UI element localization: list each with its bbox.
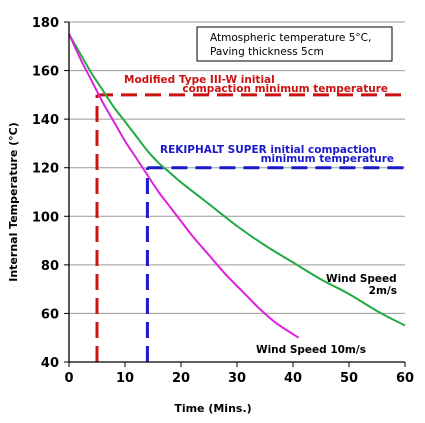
blue-ref-label-line-2: minimum temperature: [261, 153, 394, 165]
y-tick-label: 100: [32, 210, 59, 225]
x-tick-label: 50: [340, 371, 358, 386]
magenta-series-label: Wind Speed 10m/s: [256, 344, 366, 356]
y-tick-label: 140: [32, 113, 59, 128]
x-tick-label: 20: [172, 371, 190, 386]
reference-lines: [95, 93, 405, 362]
green-series-label-line-2: 2m/s: [369, 285, 397, 297]
conditions-line-1: Atmospheric temperature 5°C,: [210, 32, 371, 44]
tick-labels: 40 60 80 100 120 140 160 180 0 10 20 30 40 50 60: [32, 16, 414, 386]
grid-lines: [69, 21, 405, 314]
y-axis-label: Internal Temperature (°C): [7, 122, 20, 282]
y-tick-label: 120: [32, 162, 59, 177]
conditions-line-2: Paving thickness 5cm: [210, 46, 324, 58]
y-tick-label: 60: [41, 307, 59, 322]
x-tick-label: 60: [396, 371, 414, 386]
red-ref-label-line-2: compaction minimum temperature: [182, 83, 388, 95]
series-line-1: [68, 33, 300, 339]
x-tick-label: 0: [64, 371, 73, 386]
y-tick-label: 80: [41, 259, 59, 274]
axes: [64, 21, 406, 367]
x-axis-label: Time (Mins.): [174, 402, 251, 415]
x-tick-label: 40: [284, 371, 302, 386]
curves: [68, 33, 406, 339]
red-ref-label-line-1: Modified Type III-W initial: [124, 74, 275, 86]
series-line-0: [68, 33, 406, 327]
y-tick-label: 40: [41, 356, 59, 371]
blue-ref-label-line-1: REKIPHALT SUPER initial compaction: [160, 144, 377, 156]
x-tick-label: 10: [116, 371, 134, 386]
x-tick-label: 30: [228, 371, 246, 386]
y-tick-label: 160: [32, 65, 59, 80]
green-series-label-line-1: Wind Speed: [326, 273, 397, 285]
conditions-box: Atmospheric temperature 5°C, Paving thic…: [196, 26, 393, 62]
y-tick-label: 180: [32, 16, 59, 31]
